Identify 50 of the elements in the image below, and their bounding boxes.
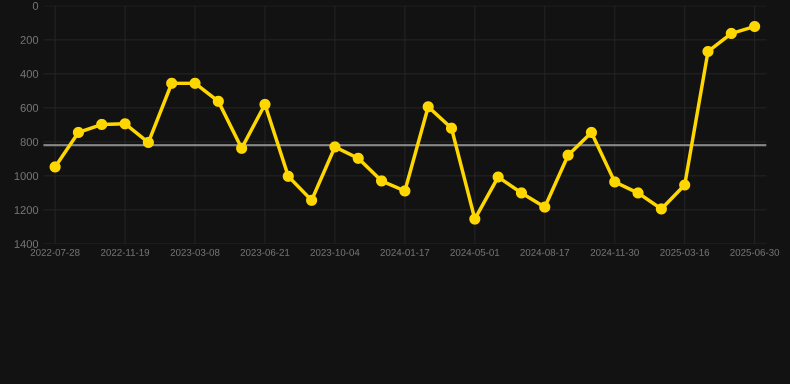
y-tick-label: 0 — [32, 2, 38, 10]
point — [469, 213, 480, 225]
point — [702, 46, 714, 58]
point — [50, 161, 61, 173]
y-tick-label: 600 — [20, 104, 38, 112]
point — [492, 171, 504, 183]
point — [632, 187, 644, 199]
point — [96, 118, 108, 130]
point — [446, 122, 458, 134]
point — [376, 175, 388, 186]
x-tick-label: 2024-08-17 — [520, 248, 570, 256]
x-tick-label: 2022-11-19 — [101, 248, 150, 256]
point — [609, 176, 620, 188]
x-tick-label: 2023-03-08 — [170, 248, 220, 256]
point — [516, 187, 528, 199]
point — [726, 28, 737, 40]
point — [212, 96, 224, 107]
point — [189, 78, 201, 89]
x-tick-label: 2025-03-16 — [660, 248, 710, 256]
point — [142, 136, 154, 148]
x-tick-label: 2024-01-17 — [380, 248, 430, 256]
point — [352, 152, 364, 164]
y-tick-label: 1400 — [14, 240, 38, 248]
point — [306, 194, 318, 206]
point — [586, 126, 597, 138]
point — [562, 150, 574, 161]
y-tick-label: 200 — [20, 36, 38, 44]
point — [166, 78, 178, 89]
point — [679, 179, 690, 191]
point — [749, 20, 760, 32]
point — [72, 126, 84, 138]
x-tick-label: 2022-07-28 — [30, 248, 80, 256]
y-tick-label: 800 — [20, 138, 38, 146]
x-tick-label: 2023-06-21 — [240, 248, 290, 256]
x-tick-label: 2023-10-04 — [310, 248, 360, 256]
point — [282, 170, 294, 182]
point — [236, 142, 248, 154]
x-tick-label: 2025-06-30 — [730, 248, 780, 256]
x-tick-label: 2024-11-30 — [590, 248, 639, 256]
point — [259, 98, 271, 110]
point — [399, 185, 410, 197]
point — [422, 101, 434, 112]
y-tick-label: 1000 — [14, 172, 38, 180]
point — [656, 203, 667, 215]
point — [120, 118, 131, 130]
y-tick-label: 400 — [20, 70, 38, 78]
point — [329, 141, 340, 152]
x-tick-label: 2024-05-01 — [450, 248, 500, 256]
y-tick-label: 1200 — [14, 206, 38, 214]
point — [539, 202, 550, 213]
